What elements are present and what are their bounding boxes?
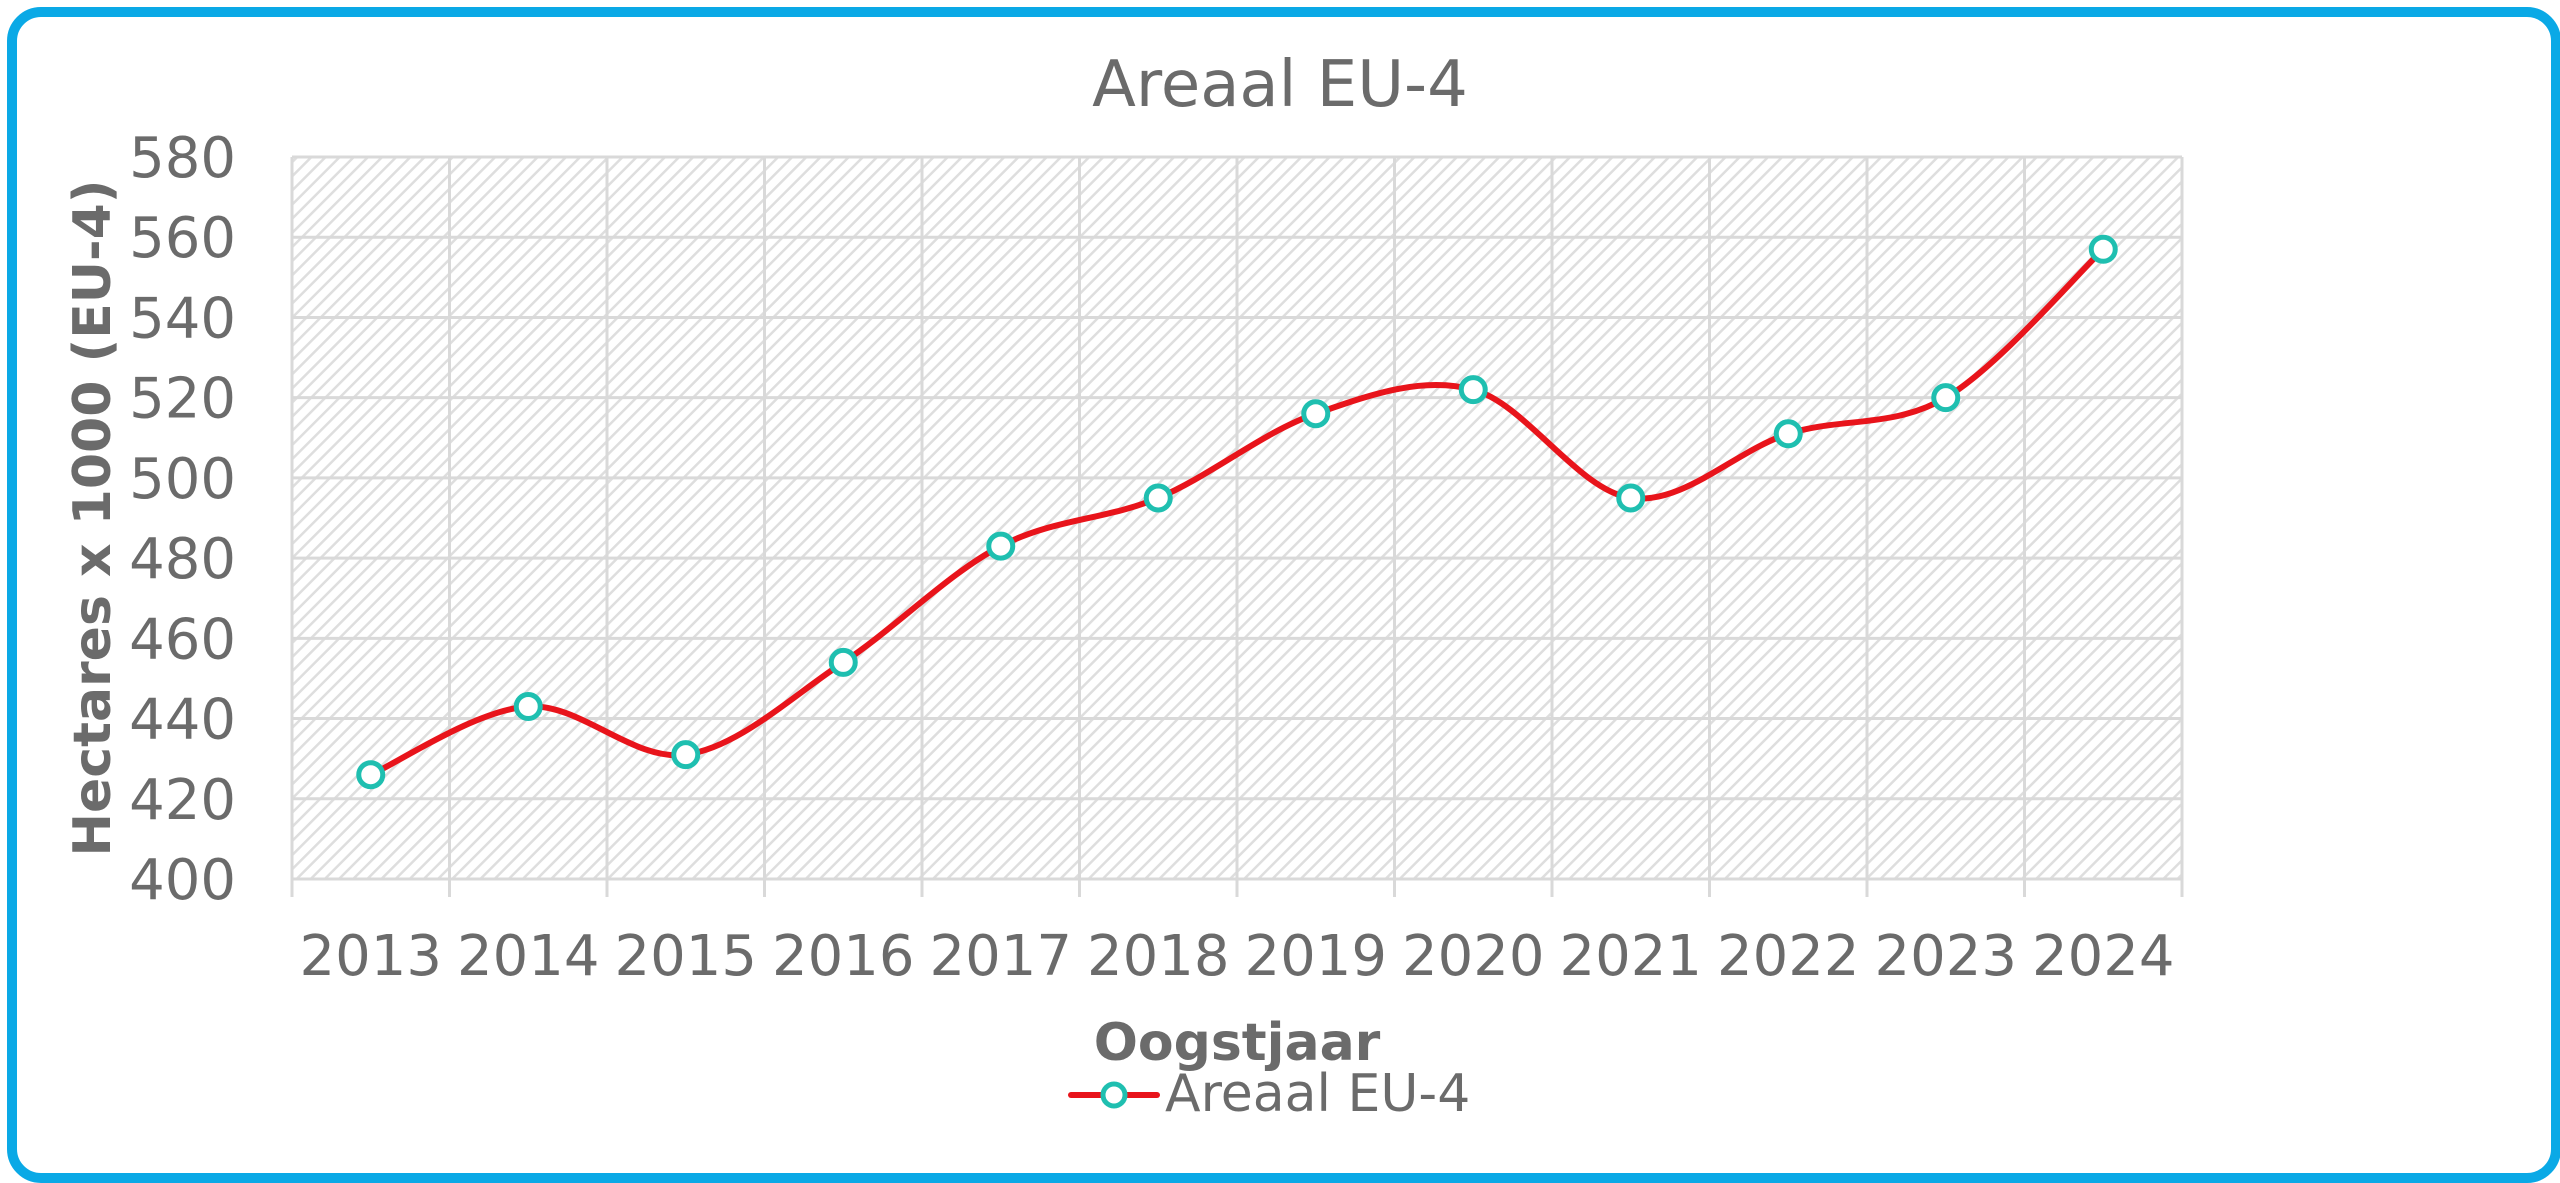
- y-tick-label: 560: [129, 206, 236, 271]
- data-point: [986, 531, 1016, 561]
- legend-label: Areaal EU-4: [1165, 1064, 1470, 1124]
- x-tick-label: 2022: [1717, 924, 1860, 989]
- data-point: [356, 760, 386, 790]
- legend: Areaal EU-4: [1068, 1064, 1470, 1124]
- data-point: [828, 647, 858, 677]
- legend-marker-sample: [1100, 1081, 1128, 1109]
- chart-title: Areaal EU-4: [1092, 48, 1468, 122]
- data-markers: [356, 234, 2118, 790]
- x-tick-label: 2018: [1087, 924, 1230, 989]
- series-line: [367, 246, 2107, 778]
- data-point: [513, 692, 543, 722]
- y-tick-label: 540: [129, 286, 236, 351]
- x-tick-label: 2013: [299, 924, 442, 989]
- y-tick-label: 480: [129, 527, 236, 592]
- x-tick-label: 2020: [1402, 924, 1545, 989]
- data-point: [1143, 483, 1173, 513]
- x-tick-label: 2016: [772, 924, 915, 989]
- y-tick-label: 420: [129, 768, 236, 833]
- x-tick-label: 2014: [457, 924, 600, 989]
- data-point: [1773, 419, 1803, 449]
- grid-layer: [290, 155, 2184, 897]
- x-tick-label: 2021: [1559, 924, 1702, 989]
- y-tick-labels: 400 420 440 460 480 500 520 540 560 580: [129, 126, 236, 913]
- x-tick-label: 2017: [929, 924, 1072, 989]
- y-tick-label: 520: [129, 367, 236, 432]
- y-axis-title: Hectares x 1000 (EU-4): [63, 179, 123, 856]
- data-point: [1301, 399, 1331, 429]
- x-tick-label: 2023: [1874, 924, 2017, 989]
- x-tick-label: 2015: [614, 924, 757, 989]
- x-tick-label: 2019: [1244, 924, 1387, 989]
- y-tick-label: 440: [129, 688, 236, 753]
- data-point: [1931, 383, 1961, 413]
- y-tick-label: 400: [129, 848, 236, 913]
- data-point: [1458, 375, 1488, 405]
- data-point: [1616, 483, 1646, 513]
- y-tick-label: 460: [129, 607, 236, 672]
- x-tick-labels: 2013 2014 2015 2016 2017 2018 2019 2020 2021 2022…: [299, 924, 2174, 989]
- data-point: [671, 740, 701, 770]
- data-point: [2088, 234, 2118, 264]
- x-tick-label: 2024: [2032, 924, 2175, 989]
- x-axis-title: Oogstjaar: [1094, 1013, 1381, 1073]
- y-tick-label: 500: [129, 447, 236, 512]
- y-tick-label: 580: [129, 126, 236, 191]
